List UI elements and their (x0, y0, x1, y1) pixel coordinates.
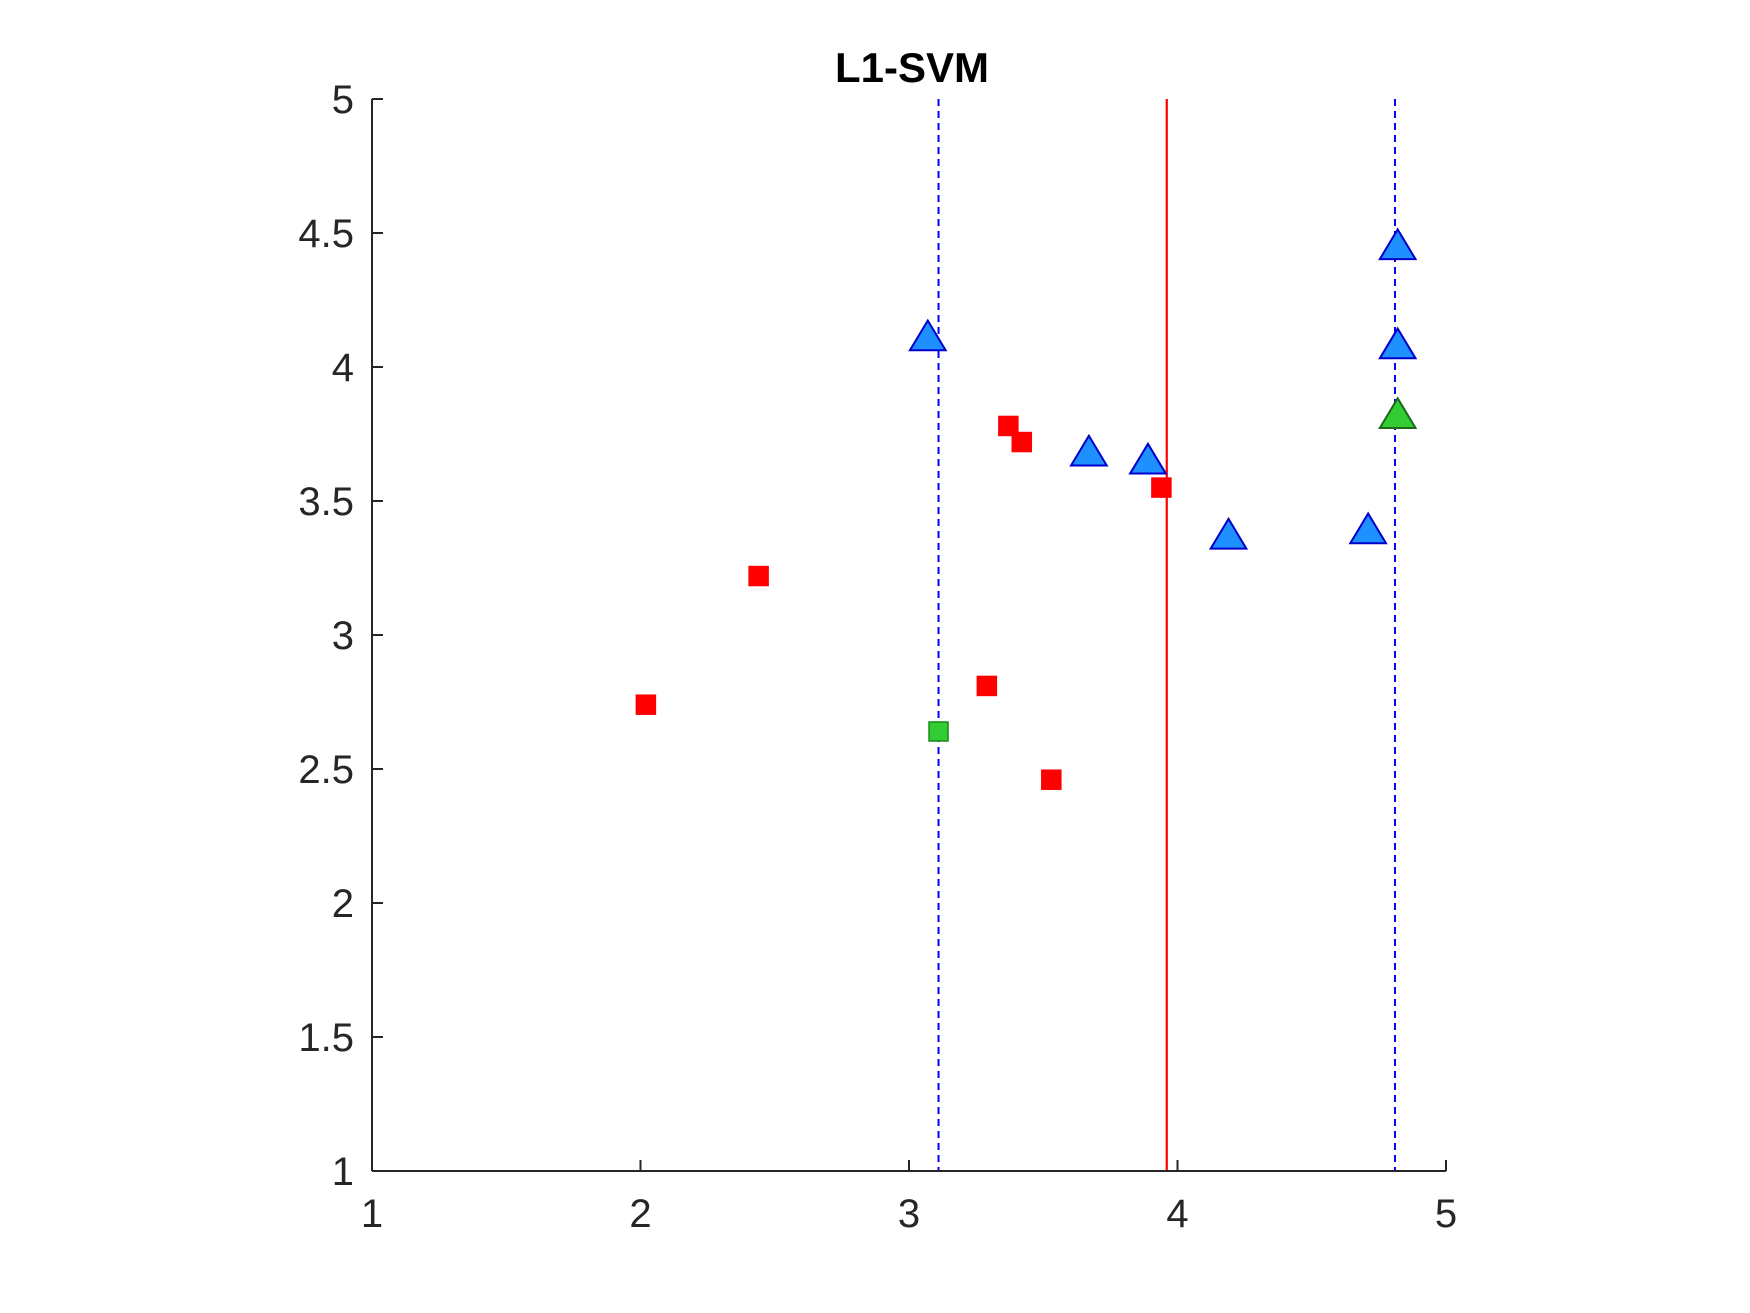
y-tick-label: 3.5 (298, 480, 354, 524)
square-marker (748, 565, 769, 587)
triangle-marker (908, 318, 948, 352)
y-tick-label: 5 (332, 78, 354, 122)
square-marker (1041, 769, 1062, 790)
square-marker (635, 694, 657, 715)
y-tick-label: 3 (332, 614, 354, 658)
x-tick-label: 1 (361, 1192, 383, 1236)
y-tick-label: 2.5 (298, 748, 354, 792)
triangle-marker (1128, 441, 1168, 475)
triangle-marker (1069, 433, 1109, 467)
triangle-marker (1208, 516, 1249, 550)
y-tick-label: 1.5 (298, 1016, 354, 1060)
reference-lines (937, 99, 1396, 1171)
square-marker (998, 415, 1019, 437)
x-tick-label: 4 (1166, 1192, 1188, 1236)
data-points (635, 227, 1418, 790)
square-marker (928, 721, 949, 742)
square-marker (976, 675, 998, 697)
x-tick-label: 5 (1435, 1192, 1457, 1236)
triangle-marker (1348, 511, 1388, 545)
square-marker (1151, 477, 1172, 498)
square-marker (1011, 431, 1033, 453)
triangle-marker (1378, 396, 1418, 429)
x-tick-label: 2 (629, 1192, 651, 1236)
y-tick-label: 1 (332, 1150, 354, 1194)
chart-title: L1-SVM (835, 44, 989, 91)
y-tick-label: 2 (332, 882, 354, 926)
axes: 1 2 3 4 5 1 1.5 2 2.5 3 3.5 4 4.5 5 (298, 78, 1457, 1236)
y-tick-label: 4.5 (298, 212, 354, 256)
x-tick-label: 3 (898, 1192, 920, 1236)
triangle-marker (1378, 326, 1418, 360)
y-tick-label: 4 (332, 346, 354, 390)
triangle-marker (1378, 227, 1418, 261)
